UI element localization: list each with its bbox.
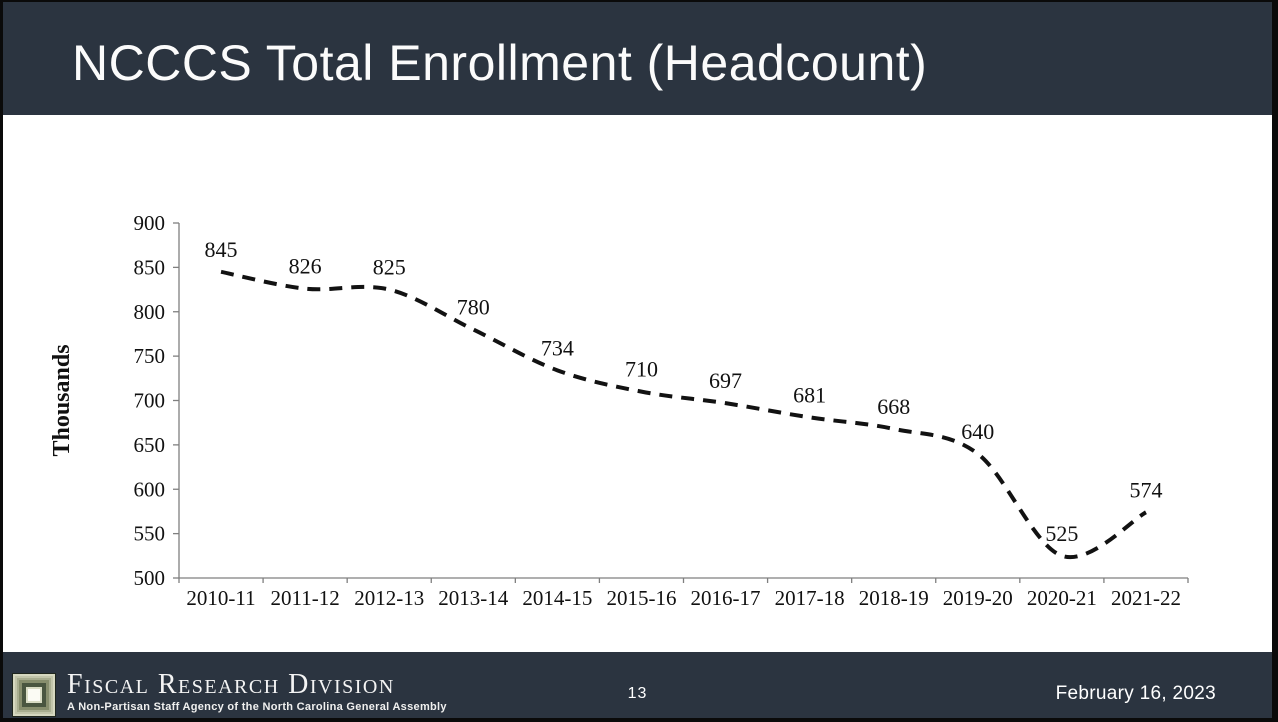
x-tick-label: 2010-11: [186, 586, 255, 610]
x-tick-label: 2013-14: [438, 586, 508, 610]
x-tick-label: 2012-13: [354, 586, 424, 610]
data-label: 681: [793, 382, 826, 407]
frd-logo-icon: [12, 673, 56, 717]
y-tick-label: 800: [134, 300, 166, 324]
data-label: 734: [541, 335, 574, 360]
x-tick-label: 2011-12: [271, 586, 340, 610]
x-tick-label: 2017-18: [775, 586, 845, 610]
y-tick-label: 500: [134, 566, 166, 590]
logo-ring: [15, 676, 53, 714]
x-axis: 2010-11 2011-12 2012-13 2013-14 2014-15 2015-…: [178, 578, 1189, 610]
logo-ring: [22, 683, 46, 707]
x-tick-label: 2020-21: [1027, 586, 1097, 610]
data-label: 780: [457, 295, 490, 320]
footer-brand-block: Fiscal Research Division A Non-Partisan …: [67, 669, 447, 714]
y-tick-label: 600: [134, 477, 166, 501]
data-label: 826: [289, 254, 322, 279]
x-tick-label: 2018-19: [859, 586, 929, 610]
enrollment-line: [220, 269, 1147, 560]
data-label: 710: [625, 357, 658, 382]
y-tick-label: 850: [134, 255, 166, 279]
data-labels: 845 826 825 780 734 710 697 681 668 640 525 574: [205, 237, 1163, 546]
slide-footer: Fiscal Research Division A Non-Partisan …: [3, 652, 1272, 718]
data-label: 845: [205, 237, 238, 262]
page-number: 13: [627, 685, 648, 702]
x-tick-label: 2021-22: [1111, 586, 1181, 610]
footer-tagline: A Non-Partisan Staff Agency of the North…: [67, 701, 447, 713]
data-label: 525: [1045, 521, 1078, 546]
logo-ring: [17, 678, 51, 712]
y-axis: 500 550 600 650 700 750 800 850 900: [134, 211, 179, 590]
y-tick-label: 700: [134, 389, 166, 413]
data-label: 668: [877, 394, 910, 419]
x-tick-label: 2014-15: [522, 586, 592, 610]
chart-area: 500 550 600 650 700 750 800 850 900 Thousands 2010…: [3, 115, 1272, 652]
x-tick-label: 2019-20: [943, 586, 1013, 610]
data-label: 640: [961, 419, 994, 444]
logo-ring: [19, 680, 49, 710]
enrollment-chart: 500 550 600 650 700 750 800 850 900 Thousands 2010…: [49, 211, 1189, 610]
y-tick-label: 550: [134, 522, 166, 546]
data-label: 825: [373, 255, 406, 280]
y-axis-title: Thousands: [49, 344, 75, 456]
slide: NCCCS Total Enrollment (Headcount) 500 55…: [3, 2, 1272, 718]
axes: [178, 223, 1188, 579]
data-label: 574: [1129, 477, 1162, 502]
y-tick-label: 750: [134, 344, 166, 368]
logo-center-square: [26, 687, 42, 703]
footer-brand: Fiscal Research Division: [67, 669, 395, 700]
y-tick-label: 650: [134, 433, 166, 457]
data-label: 697: [709, 368, 742, 393]
slide-title: NCCCS Total Enrollment (Headcount): [72, 34, 928, 91]
x-tick-label: 2015-16: [606, 586, 676, 610]
y-tick-label: 900: [134, 211, 166, 235]
x-tick-label: 2016-17: [691, 586, 761, 610]
slide-date: February 16, 2023: [1055, 683, 1216, 704]
slide-header: NCCCS Total Enrollment (Headcount): [3, 2, 1272, 115]
